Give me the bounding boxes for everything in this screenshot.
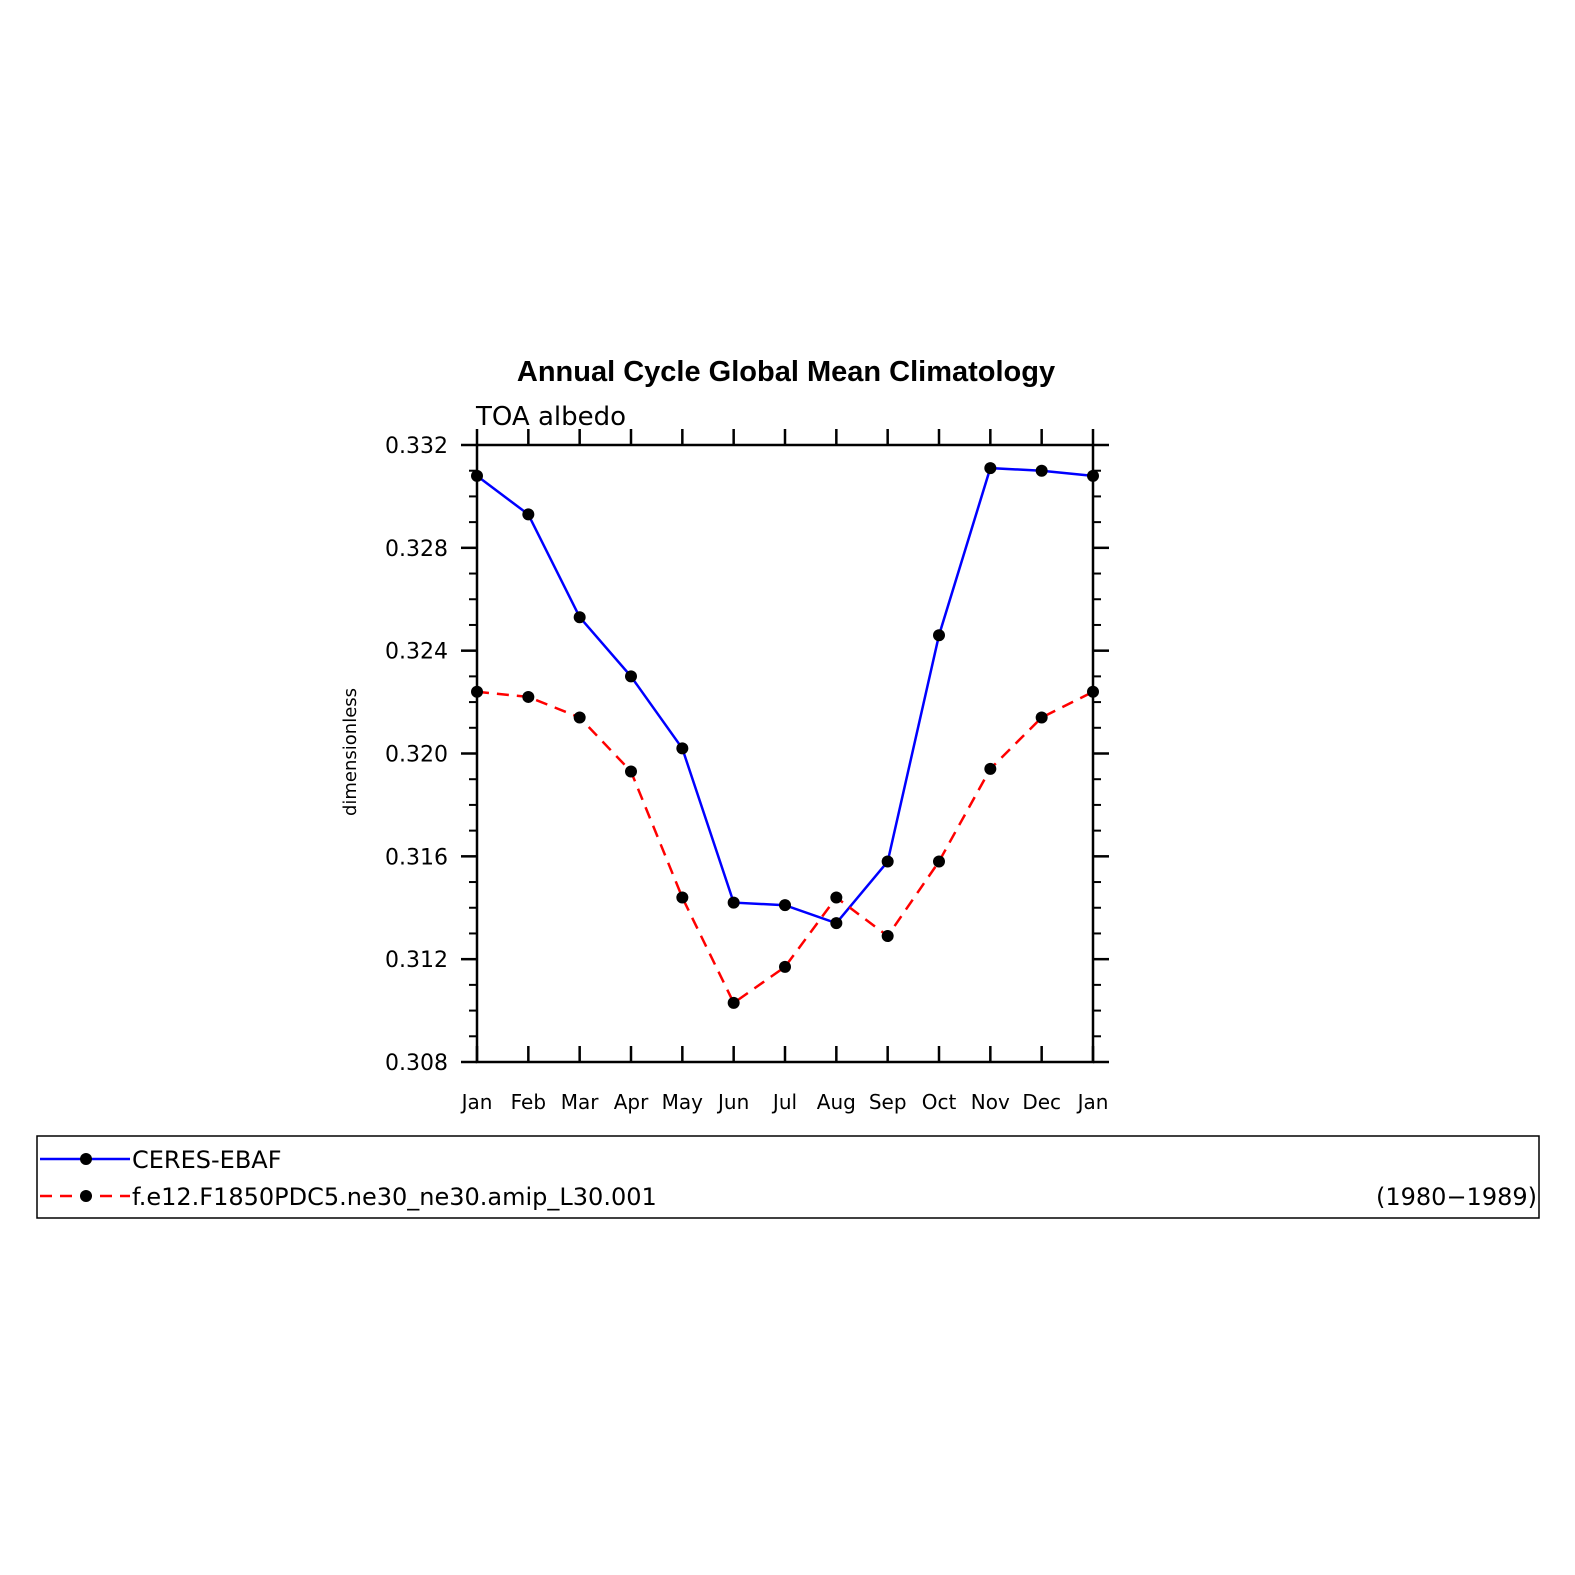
data-point-series-1 — [522, 508, 535, 521]
legend-marker-2 — [80, 1190, 92, 1202]
data-point-series-1 — [933, 629, 945, 642]
legend-label-1: CERES-EBAF — [132, 1146, 282, 1174]
data-point-series-1 — [1087, 469, 1099, 482]
legend-box — [36, 1135, 1540, 1219]
data-point-series-1 — [573, 611, 586, 624]
data-point-series-1 — [471, 469, 483, 482]
legend-marker-1 — [80, 1153, 92, 1165]
y-axis-label: dimensionless — [340, 688, 361, 816]
data-point-series-2 — [779, 960, 791, 973]
data-point-series-2 — [625, 765, 637, 778]
chart-subtitle: TOA albedo — [475, 402, 626, 432]
data-point-series-2 — [522, 690, 535, 703]
data-point-series-2 — [984, 762, 997, 775]
axis-ticks: 0.308 0.312 0.316 0.320 0.324 0.328 0.332 Jan Fe… — [385, 429, 1109, 1114]
y-tick-label: 0.320 — [385, 743, 448, 768]
x-tick-label: Jun — [716, 1090, 749, 1114]
data-point-series-2 — [471, 685, 483, 698]
data-point-series-2 — [1035, 711, 1048, 724]
x-tick-label: Aug — [817, 1090, 856, 1114]
data-point-series-1 — [1035, 464, 1048, 477]
x-tick-label: Dec — [1022, 1090, 1061, 1114]
y-tick-label: 0.308 — [385, 1051, 448, 1076]
y-tick-label: 0.328 — [385, 537, 448, 562]
x-tick-label: Jan — [1076, 1090, 1109, 1114]
series-layer — [471, 462, 1099, 1009]
data-point-series-2 — [933, 855, 945, 868]
data-point-series-1 — [984, 462, 997, 475]
data-point-series-2 — [727, 996, 740, 1009]
x-tick-label: Oct — [922, 1090, 957, 1114]
y-tick-label: 0.312 — [385, 948, 448, 973]
legend-period: (1980−1989) — [1376, 1183, 1537, 1211]
y-tick-label: 0.316 — [385, 845, 448, 870]
data-point-series-2 — [573, 711, 586, 724]
data-point-series-1 — [727, 896, 740, 909]
series-line-1 — [476, 466, 1094, 925]
chart-title: Annual Cycle Global Mean Climatology — [517, 356, 1055, 388]
series-line-2 — [476, 690, 1094, 1005]
x-tick-label: May — [662, 1090, 704, 1114]
x-tick-label: Jan — [460, 1090, 493, 1114]
data-point-series-2 — [1087, 685, 1099, 698]
x-tick-label: Nov — [971, 1090, 1010, 1114]
legend: CERES-EBAF f.e12.F1850PDC5.ne30_ne30.amip… — [40, 1146, 657, 1211]
x-tick-label: Feb — [511, 1090, 546, 1114]
data-point-series-2 — [881, 930, 894, 943]
data-point-series-1 — [881, 855, 894, 868]
data-point-series-1 — [676, 742, 689, 755]
data-point-series-2 — [830, 891, 843, 904]
x-tick-label: Apr — [614, 1090, 649, 1114]
x-tick-label: Sep — [869, 1090, 907, 1114]
x-tick-label: Jul — [771, 1090, 797, 1114]
data-point-series-1 — [830, 917, 843, 930]
data-point-series-2 — [676, 891, 689, 904]
data-point-series-1 — [779, 899, 791, 912]
legend-label-2: f.e12.F1850PDC5.ne30_ne30.amip_L30.001 — [132, 1183, 657, 1211]
y-tick-label: 0.332 — [385, 434, 448, 459]
data-point-series-1 — [625, 670, 637, 683]
y-tick-label: 0.324 — [385, 640, 448, 665]
x-tick-label: Mar — [561, 1090, 600, 1114]
